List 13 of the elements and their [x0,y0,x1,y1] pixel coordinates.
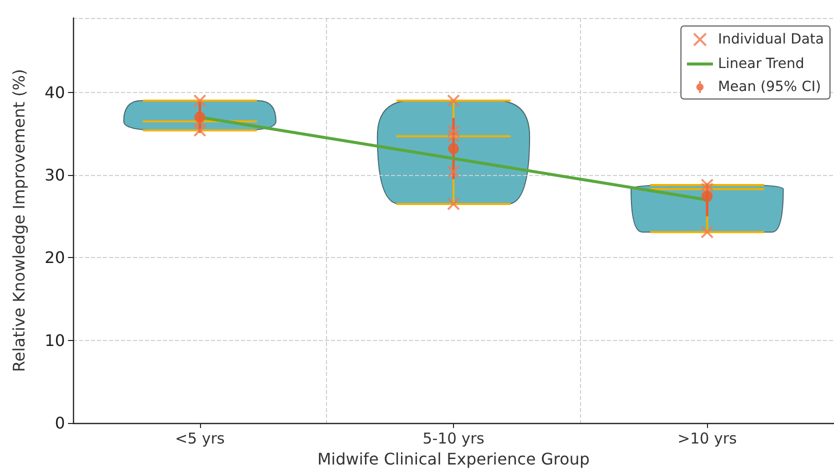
legend-label: Individual Data [718,32,824,48]
legend-label: Linear Trend [718,56,804,72]
y-tick-label: 10 [44,330,65,350]
legend-label: Mean (95% CI) [718,79,821,95]
y-tick-label: 40 [44,82,65,102]
y-axis-title: Relative Knowledge Improvement (%) [10,68,28,372]
y-tick-label: 30 [44,166,65,185]
x-axis-title: Midwife Clinical Experience Group [317,450,590,468]
y-tick-label: 0 [54,414,65,432]
y-tick-label: 20 [44,248,65,268]
x-tick-label: 5-10 yrs [422,430,485,448]
x-tick-label: >10 yrs [678,430,737,448]
x-tick-label: <5 yrs [174,430,225,448]
